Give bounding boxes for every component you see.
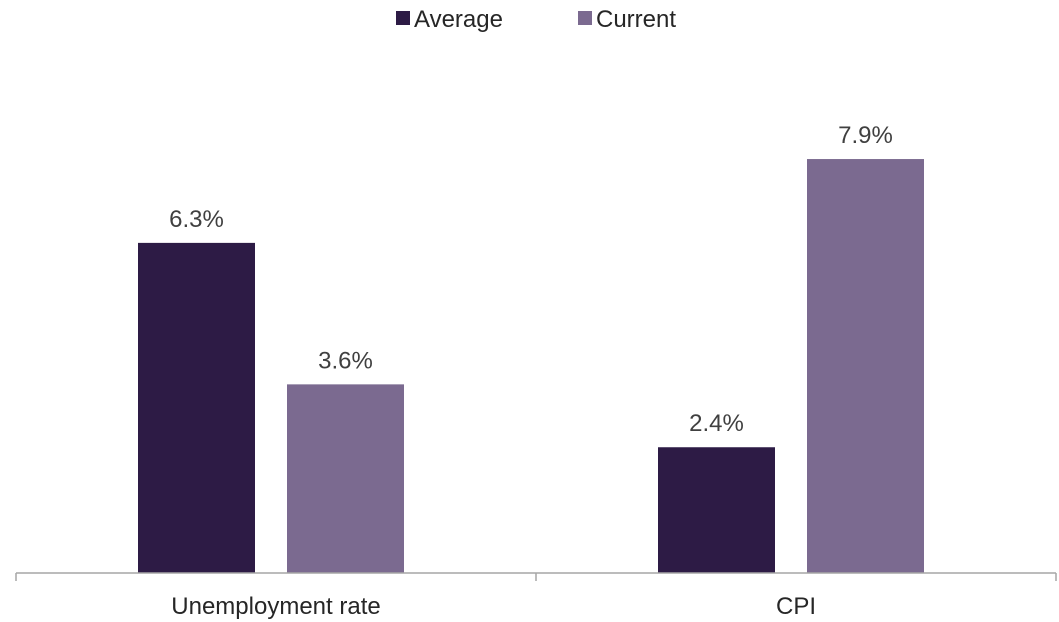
x-axis: Unemployment rate CPI: [15, 572, 1057, 620]
data-labels-group: 6.3% 3.6% 2.4% 7.9%: [169, 122, 893, 437]
bars-group: [138, 159, 924, 574]
legend-label-current: Current: [596, 6, 676, 33]
legend-label-average: Average: [414, 6, 503, 33]
category-label-0: Unemployment rate: [171, 593, 380, 620]
data-label-current-1: 7.9%: [838, 122, 893, 149]
data-label-average-0: 6.3%: [169, 206, 224, 233]
legend: Average Current: [396, 6, 676, 33]
legend-swatch-average: [396, 11, 410, 25]
bar-current-1: [807, 159, 924, 574]
bar-average-1: [658, 447, 775, 573]
bar-average-0: [138, 242, 255, 573]
legend-swatch-current: [578, 11, 592, 25]
data-label-current-0: 3.6%: [318, 347, 373, 374]
category-label-1: CPI: [776, 593, 816, 620]
data-label-average-1: 2.4%: [689, 410, 744, 437]
bar-current-0: [287, 384, 404, 573]
